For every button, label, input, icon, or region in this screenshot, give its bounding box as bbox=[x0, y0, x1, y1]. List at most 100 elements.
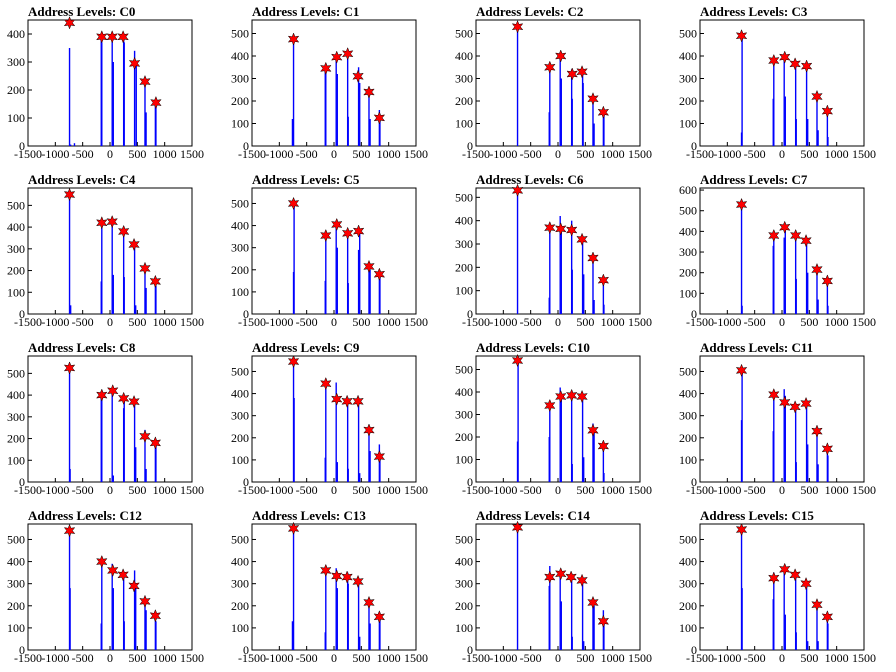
peak-marker bbox=[96, 30, 108, 44]
peak-marker bbox=[139, 594, 151, 609]
chart-panel-c13: 0 100 200 300 400 500 -1500 -1000 -500 0 500 1000 15… bbox=[224, 504, 448, 672]
x-tick-label: 0 bbox=[107, 147, 113, 161]
x-tick-label: -1000 bbox=[489, 147, 517, 161]
x-tick-label: 0 bbox=[107, 651, 113, 665]
y-tick-label: 100 bbox=[231, 453, 249, 467]
y-tick-label: 0 bbox=[19, 475, 25, 489]
peak-marker bbox=[139, 261, 151, 276]
peak-marker bbox=[768, 228, 780, 243]
peak-marker bbox=[117, 391, 130, 406]
x-tick-label: 0 bbox=[331, 483, 337, 497]
y-tick-label: 0 bbox=[243, 475, 249, 489]
y-tick-label: 500 bbox=[231, 27, 249, 41]
peak-marker bbox=[735, 522, 748, 537]
plot-frame bbox=[251, 19, 417, 147]
peak-marker bbox=[117, 30, 129, 44]
chart-svg: 0 100 200 300 400 500 -1500 -1000 -500 0 500 1000 15… bbox=[455, 183, 652, 329]
peak-marker bbox=[149, 436, 162, 450]
peak-marker bbox=[565, 388, 578, 403]
y-tick-label: 400 bbox=[231, 555, 249, 569]
chart-panel-c10: 0 100 200 300 400 500 -1500 -1000 -500 0 500 1000 15… bbox=[448, 336, 672, 504]
y-tick-label: 200 bbox=[679, 599, 697, 613]
peak-marker bbox=[597, 439, 610, 453]
y-tick-label: 300 bbox=[679, 409, 697, 423]
peak-marker bbox=[320, 376, 332, 391]
x-tick-label: 0 bbox=[555, 651, 561, 665]
x-tick-label: -1500 bbox=[238, 147, 266, 161]
peak-marker bbox=[735, 363, 748, 378]
peak-marker bbox=[821, 104, 834, 118]
y-tick-label: 100 bbox=[455, 621, 473, 635]
y-tick-label: 200 bbox=[231, 599, 249, 613]
peak-marker bbox=[811, 89, 823, 104]
chart-svg: 0 100 200 300 400 500 -1500 -1000 -500 0 500 1000 15… bbox=[679, 522, 876, 665]
x-tick-label: 0 bbox=[555, 315, 561, 329]
x-tick-label: 500 bbox=[128, 651, 146, 665]
x-tick-label: 1000 bbox=[153, 147, 177, 161]
peak-marker bbox=[821, 610, 834, 624]
peak-marker bbox=[330, 217, 343, 232]
chart-panel-c5: 0 100 200 300 400 500 -1500 -1000 -500 0 500 1000 15… bbox=[224, 168, 448, 336]
x-tick-label: 1500 bbox=[180, 315, 204, 329]
plot-frame bbox=[699, 523, 865, 651]
y-tick-label: 500 bbox=[679, 27, 697, 41]
x-tick-label: -1000 bbox=[41, 315, 69, 329]
y-tick-label: 500 bbox=[455, 363, 473, 377]
peak-marker bbox=[544, 398, 556, 413]
peak-marker bbox=[554, 567, 567, 581]
peak-marker bbox=[287, 32, 300, 46]
x-tick-label: 1000 bbox=[825, 147, 849, 161]
peak-marker bbox=[106, 214, 118, 229]
x-tick-label: -1000 bbox=[713, 315, 741, 329]
x-tick-label: -1500 bbox=[686, 147, 714, 161]
x-tick-label: 500 bbox=[800, 315, 818, 329]
peak-marker bbox=[576, 389, 588, 404]
y-tick-label: 0 bbox=[19, 307, 25, 321]
y-tick-label: 0 bbox=[691, 307, 697, 321]
chart-title: Address Levels: C8 bbox=[28, 340, 136, 355]
x-tick-label: 500 bbox=[352, 651, 370, 665]
plot-frame bbox=[475, 355, 641, 483]
peak-marker bbox=[320, 228, 332, 243]
y-tick-label: 200 bbox=[455, 430, 473, 444]
peak-marker bbox=[768, 387, 780, 402]
peak-marker bbox=[373, 449, 386, 464]
x-tick-label: 1000 bbox=[825, 315, 849, 329]
y-tick-label: 200 bbox=[7, 599, 25, 613]
x-tick-label: -500 bbox=[296, 147, 318, 161]
x-tick-label: -1000 bbox=[265, 483, 293, 497]
peak-marker bbox=[149, 609, 162, 623]
x-tick-label: -500 bbox=[296, 483, 318, 497]
y-tick-label: 300 bbox=[679, 72, 697, 86]
x-tick-label: -1000 bbox=[489, 651, 517, 665]
y-tick-label: 400 bbox=[7, 555, 25, 569]
peak-marker bbox=[554, 222, 567, 236]
peak-marker bbox=[576, 232, 588, 247]
peak-marker bbox=[106, 384, 119, 398]
chart-svg: 0 100 200 300 400 500 600 -1500 -1000 -500 0 500 100… bbox=[679, 183, 876, 329]
x-tick-label: -1000 bbox=[713, 651, 741, 665]
peak-marker bbox=[341, 394, 353, 409]
peak-marker bbox=[363, 259, 375, 274]
plot-frame bbox=[699, 355, 865, 483]
x-tick-label: 1000 bbox=[377, 315, 401, 329]
y-tick-label: 100 bbox=[679, 286, 697, 300]
x-tick-label: -500 bbox=[744, 483, 766, 497]
peak-marker bbox=[789, 57, 801, 71]
peak-marker bbox=[128, 579, 140, 593]
chart-title: Address Levels: C3 bbox=[700, 4, 808, 19]
peak-marker bbox=[554, 49, 567, 63]
peak-marker bbox=[139, 74, 151, 89]
peak-marker bbox=[800, 396, 812, 411]
x-tick-label: -1500 bbox=[14, 147, 42, 161]
x-tick-label: 0 bbox=[331, 147, 337, 161]
peak-marker bbox=[128, 237, 140, 252]
plot-frame bbox=[27, 355, 193, 483]
y-tick-label: 100 bbox=[455, 117, 473, 131]
x-tick-label: 500 bbox=[352, 147, 370, 161]
peak-marker bbox=[330, 569, 343, 583]
peak-marker bbox=[373, 111, 386, 125]
peak-marker bbox=[150, 95, 162, 110]
x-tick-label: -500 bbox=[520, 651, 542, 665]
x-tick-label: -500 bbox=[744, 147, 766, 161]
